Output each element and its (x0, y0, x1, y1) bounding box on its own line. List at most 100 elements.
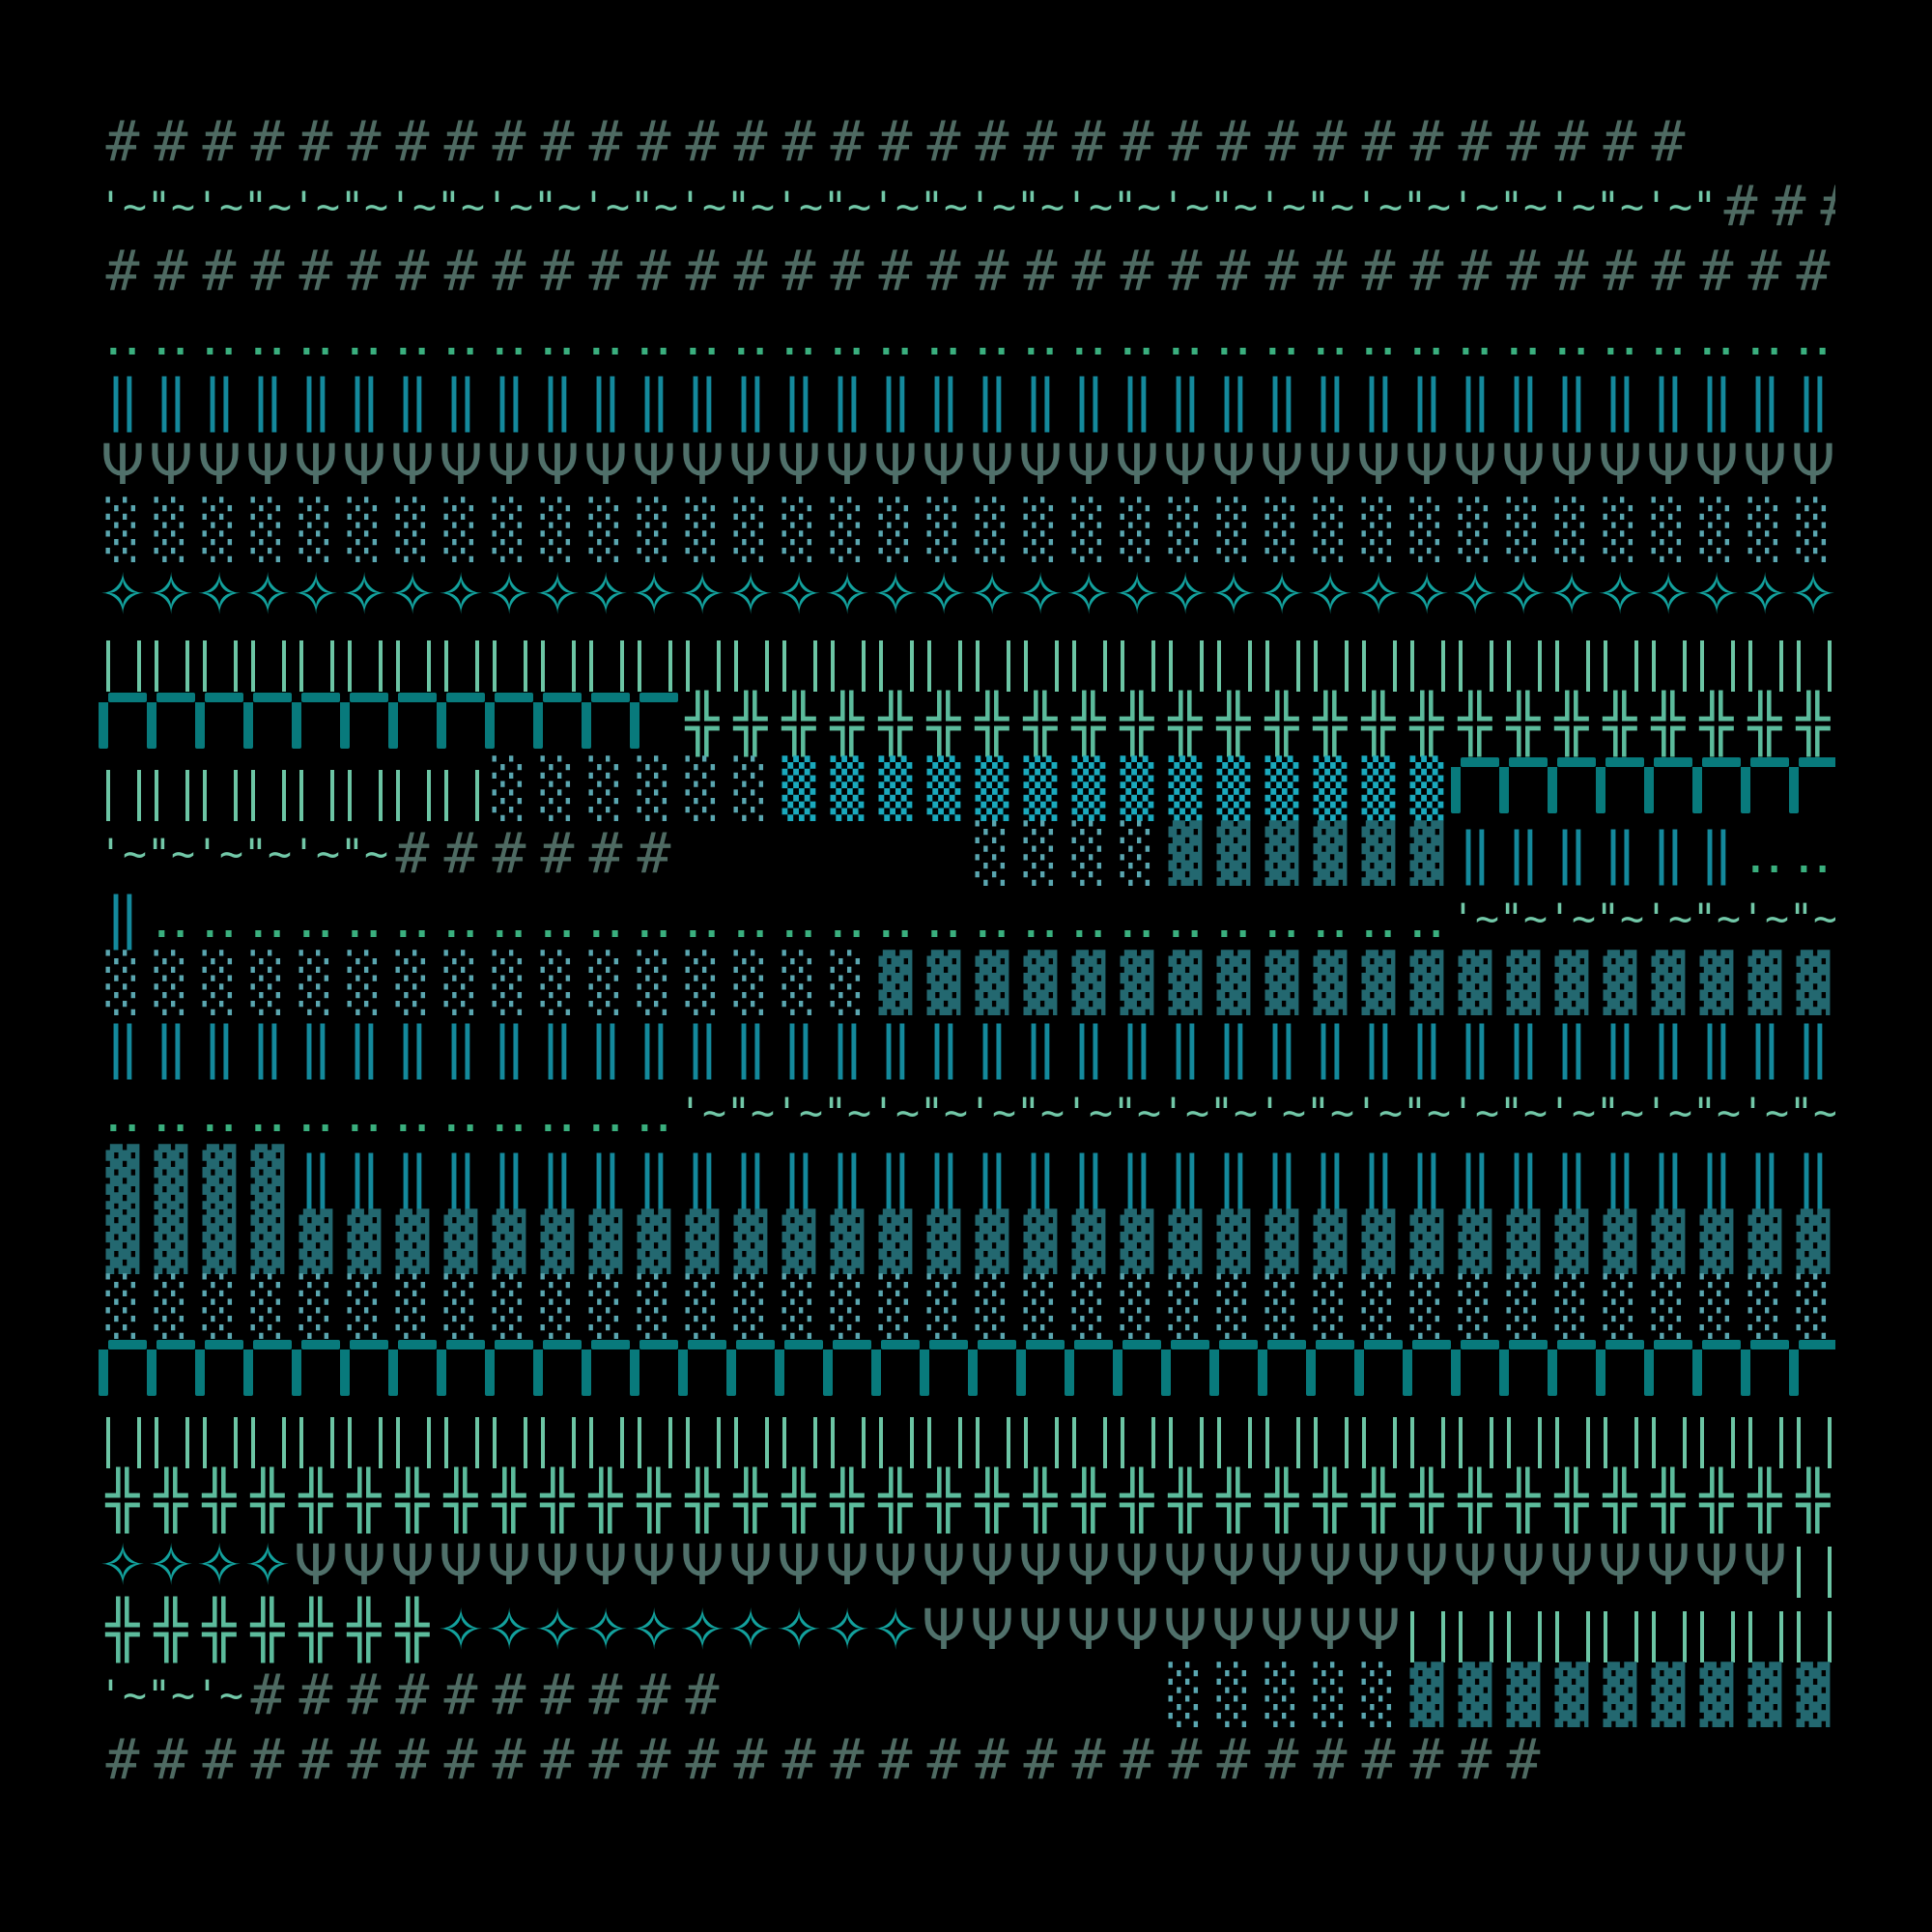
hash-glyph: # (975, 238, 1009, 303)
wave-glyph: ~ (1234, 1089, 1258, 1136)
wave-glyph: " (1306, 1089, 1330, 1136)
hash-glyph: # (975, 109, 1009, 174)
bars-glyph: ‖ (775, 627, 823, 692)
dbar-glyph: ‖ (1554, 1014, 1589, 1080)
dark-glyph: ▓ (1313, 950, 1348, 1015)
wave-glyph: " (1692, 183, 1717, 230)
psi-glyph: Ψ (1163, 1532, 1208, 1598)
hash-glyph: # (637, 1662, 671, 1727)
hash-glyph: # (878, 1726, 913, 1792)
dbar-glyph: ‖ (1409, 1144, 1444, 1209)
cross-glyph: ╬ (1409, 1467, 1444, 1533)
star-glyph: ✧ (630, 561, 678, 627)
cross-glyph: ╬ (685, 691, 720, 756)
psi-glyph: Ψ (439, 1532, 483, 1598)
psi-glyph: Ψ (100, 432, 145, 497)
dots-glyph: ‥ (393, 1079, 432, 1145)
wave-glyph: " (1499, 895, 1523, 942)
hash-glyph: # (395, 1662, 430, 1727)
psi-glyph: Ψ (294, 1532, 338, 1598)
glyph-art-canvas: # # # # # # # # # # # # # # # # # # # # # # # # # # # # # # # # # '~"~'~"… (99, 109, 1835, 1829)
hash-glyph: # (588, 820, 623, 886)
dots-glyph: ‥ (586, 885, 625, 951)
bars-glyph: ‖ (775, 1404, 823, 1468)
dbar-glyph: ‖ (154, 1014, 188, 1080)
glyph-row: ‖‖‖‖‖‖‖‖‖‖‖‖‖‖‖‖‖‖‖‖‖‖‖‖‖‖‖‖‖‖‖‖‖‖‖‖‖ (99, 627, 1835, 692)
wave-glyph: ~ (992, 183, 1016, 230)
dbar-glyph: ‖ (637, 367, 671, 433)
light-glyph: ░ (540, 755, 575, 821)
corner-glyph: ┏ (340, 692, 388, 756)
corner-glyph: ┏ (630, 1339, 678, 1404)
wave-glyph: ~ (1668, 183, 1692, 230)
light-glyph: ░ (1361, 497, 1396, 562)
hash-glyph: # (1554, 238, 1589, 303)
dbar-glyph: ‖ (1264, 367, 1299, 433)
dark-glyph: ▓ (1216, 950, 1251, 1015)
light-glyph: ░ (1747, 1273, 1782, 1339)
star-glyph: ✧ (1161, 561, 1209, 627)
hash-glyph: # (1361, 238, 1396, 303)
cross-glyph: ╬ (1458, 691, 1492, 756)
cross-glyph: ╬ (878, 1467, 913, 1533)
cross-glyph: ╬ (1361, 691, 1396, 756)
bars-glyph: ‖ (243, 627, 292, 692)
wave-glyph: ~ (1717, 1089, 1741, 1136)
light-glyph: ░ (1120, 497, 1154, 562)
glyph-row: ░░░░░░░░░░░░░░░░░░░░░░░░░░░░░░░░░░░░░ (99, 1274, 1835, 1339)
med-glyph: ▒ (1120, 755, 1154, 821)
bars-glyph: ‖ (1692, 627, 1741, 692)
cross-glyph: ╬ (154, 1597, 188, 1662)
hash-glyph: # (1554, 109, 1589, 174)
dark-glyph: ▓ (1361, 950, 1396, 1015)
wave-glyph: ~ (1282, 1089, 1306, 1136)
light-glyph: ░ (975, 497, 1009, 562)
corner-glyph: ┏ (388, 1339, 437, 1404)
light-glyph: ░ (1506, 1273, 1541, 1339)
wave-glyph: ~ (557, 183, 582, 230)
light-glyph: ░ (830, 1273, 865, 1339)
light-glyph: ░ (1168, 1662, 1203, 1727)
dots-glyph: ‥ (1021, 885, 1060, 951)
light-glyph: ░ (1458, 1273, 1492, 1339)
corner-glyph: ┏ (1258, 1339, 1306, 1404)
dark-glyph: ▓ (975, 1208, 1009, 1274)
psi-glyph: Ψ (390, 1532, 435, 1598)
dots-glyph: ‥ (393, 885, 432, 951)
bars-glyph: ‖ (582, 1404, 630, 1468)
dbar-glyph: ‖ (685, 367, 720, 433)
wave-glyph: ~ (1185, 1089, 1209, 1136)
corner-glyph: ┏ (1596, 1339, 1644, 1404)
wave-glyph: ' (968, 183, 992, 230)
star-glyph: ✧ (533, 561, 582, 627)
wave-glyph: " (1789, 895, 1813, 942)
cross-glyph: ╬ (202, 1467, 237, 1533)
wave-glyph: ' (775, 183, 799, 230)
star-glyph: ✧ (823, 561, 871, 627)
light-glyph: ░ (1554, 497, 1589, 562)
light-glyph: ░ (878, 497, 913, 562)
dbar-glyph: ‖ (1699, 1144, 1734, 1209)
star-glyph: ✧ (243, 1532, 292, 1598)
psi-glyph: Ψ (970, 432, 1014, 497)
dbar-glyph: ‖ (1458, 1144, 1492, 1209)
bars-glyph: ‖ (1596, 1404, 1644, 1468)
dark-glyph: ▓ (1168, 1208, 1203, 1274)
bars-glyph: ‖ (1306, 1404, 1354, 1468)
cross-glyph: ╬ (1796, 1467, 1831, 1533)
cross-glyph: ╬ (1313, 1467, 1348, 1533)
dots-glyph: ‥ (297, 885, 335, 951)
dots-glyph: ‥ (1118, 302, 1156, 368)
wave-glyph: ~ (219, 183, 243, 230)
star-glyph: ✧ (871, 1597, 920, 1662)
bars-glyph: ‖ (388, 627, 437, 692)
psi-glyph: Ψ (1356, 1597, 1401, 1662)
wave-glyph: ~ (1475, 183, 1499, 230)
dark-glyph: ▓ (1361, 820, 1396, 886)
psi-glyph: Ψ (1308, 1597, 1352, 1662)
hash-glyph: # (1216, 238, 1251, 303)
dbar-glyph: ‖ (250, 1014, 285, 1080)
blank-glyph (871, 821, 920, 886)
light-glyph: ░ (443, 950, 478, 1015)
corner-glyph: ┏ (485, 692, 533, 756)
